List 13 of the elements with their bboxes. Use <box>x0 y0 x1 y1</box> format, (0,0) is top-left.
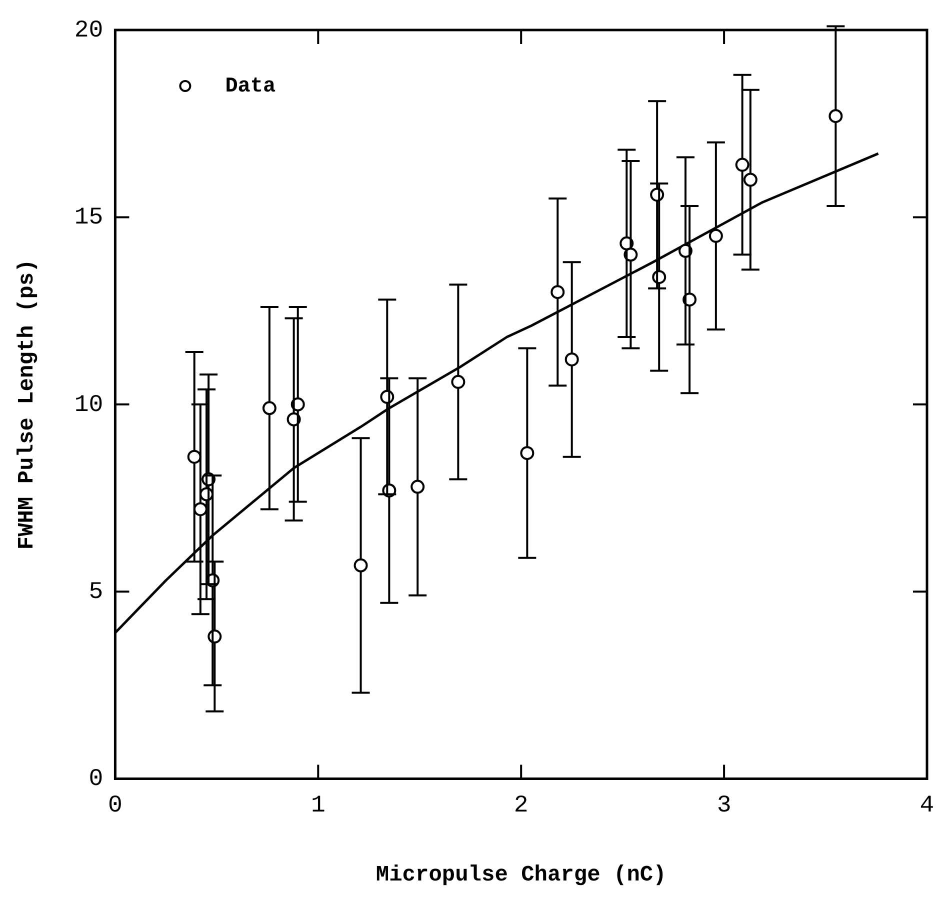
y-tick-label: 0 <box>88 766 104 794</box>
y-axis-title: FWHM Pulse Length (ps) <box>14 259 40 550</box>
x-tick-label: 3 <box>716 792 732 820</box>
y-tick-label: 15 <box>74 204 104 232</box>
y-tick-label: 10 <box>74 392 104 419</box>
x-axis-title: Micropulse Charge (nC) <box>376 862 666 888</box>
x-tick-label: 1 <box>310 792 326 820</box>
x-tick-label: 0 <box>108 792 122 820</box>
y-tick-label: 5 <box>88 578 104 606</box>
legend-label: Data <box>225 75 276 98</box>
x-tick-label: 4 <box>920 792 934 820</box>
y-tick-label: 20 <box>74 17 104 44</box>
x-tick-label: 2 <box>514 792 528 820</box>
